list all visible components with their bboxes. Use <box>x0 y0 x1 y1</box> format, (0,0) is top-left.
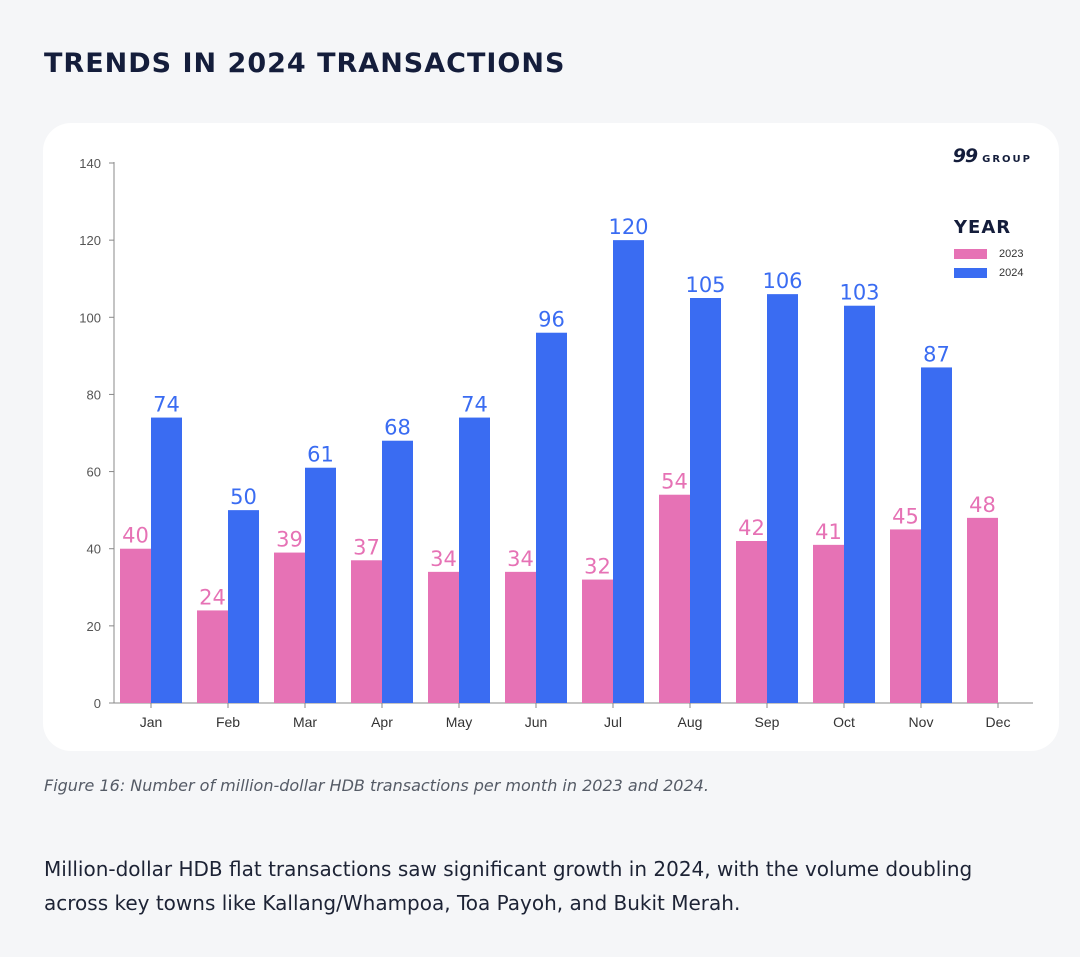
brand-number: 99 <box>952 145 978 167</box>
legend-label-2023: 2023 <box>999 247 1024 260</box>
bar-2024-jul <box>613 240 644 703</box>
data-label-2024: 105 <box>685 273 725 297</box>
data-label-2023: 45 <box>892 504 919 528</box>
bar-2024-sep <box>767 294 798 703</box>
bar-2024-aug <box>690 298 721 703</box>
y-tick-label: 120 <box>79 233 101 248</box>
y-tick-label: 140 <box>79 156 101 171</box>
bar-2023-apr <box>351 560 382 703</box>
data-label-2023: 37 <box>353 535 380 559</box>
data-label-2023: 48 <box>969 493 996 517</box>
bar-2023-sep <box>736 541 767 703</box>
legend-swatch-2023 <box>954 248 987 259</box>
data-label-2023: 40 <box>122 524 149 548</box>
chart-card: 0 20 40 60 80 100 120 140 Jan 40 74 Feb 24 50 Mar 39 61 A… <box>43 123 1059 751</box>
y-tick-label: 40 <box>87 542 101 557</box>
bar-2023-nov <box>890 529 921 703</box>
x-tick-label: Dec <box>986 714 1011 730</box>
x-tick-label: Nov <box>909 714 934 730</box>
chart-legend: YEAR 2023 2024 <box>954 217 1023 282</box>
bar-2023-dec <box>967 517 998 703</box>
body-paragraph: Million-dollar HDB flat transactions saw… <box>44 857 973 915</box>
legend-item-2024: 2024 <box>954 263 1023 282</box>
bar-2024-may <box>459 417 490 703</box>
data-label-2023: 32 <box>584 555 611 579</box>
bar-2024-mar <box>305 467 336 703</box>
y-tick-label: 100 <box>79 310 101 325</box>
data-label-2024: 74 <box>461 393 488 417</box>
data-label-2023: 34 <box>430 547 457 571</box>
y-tick-label: 80 <box>87 387 101 402</box>
data-label-2024: 96 <box>538 308 565 332</box>
x-tick-label: May <box>446 714 472 730</box>
bar-2024-nov <box>921 367 952 703</box>
data-label-2024: 87 <box>923 342 950 366</box>
y-tick-label: 20 <box>87 619 101 634</box>
x-tick-label: Jun <box>525 714 548 730</box>
x-tick-label: Mar <box>293 714 317 730</box>
data-label-2023: 39 <box>276 528 303 552</box>
bar-2024-apr <box>382 440 413 703</box>
bar-2023-may <box>428 571 459 703</box>
legend-label-2024: 2024 <box>999 266 1024 279</box>
data-label-2024: 103 <box>839 281 879 305</box>
bar-2023-jul <box>582 579 613 703</box>
x-tick-label: Sep <box>755 714 780 730</box>
brand-word: GROUP <box>982 154 1032 165</box>
x-tick-label: Feb <box>216 714 240 730</box>
data-label-2023: 24 <box>199 585 226 609</box>
data-label-2023: 54 <box>661 470 688 494</box>
bar-2023-oct <box>813 544 844 703</box>
bar-2023-jun <box>505 571 536 703</box>
data-label-2024: 120 <box>608 215 648 239</box>
x-tick-label: Aug <box>678 714 703 730</box>
data-label-2024: 106 <box>762 269 802 293</box>
data-label-2023: 34 <box>507 547 534 571</box>
data-label-2024: 68 <box>384 416 411 440</box>
legend-title: YEAR <box>954 217 1012 238</box>
x-tick-label: Jan <box>140 714 163 730</box>
x-tick-label: Apr <box>371 714 393 730</box>
data-label-2024: 61 <box>307 443 334 467</box>
legend-swatch-2024 <box>954 267 987 278</box>
data-label-2024: 50 <box>230 485 257 509</box>
data-label-2024: 74 <box>153 393 180 417</box>
x-tick-label: Jul <box>604 714 622 730</box>
bar-2023-feb <box>197 610 228 703</box>
x-tick-label: Oct <box>833 714 855 730</box>
figure-caption: Figure 16: Number of million-dollar HDB … <box>44 776 709 795</box>
bar-2024-feb <box>228 510 259 703</box>
bar-2024-jan <box>151 417 182 703</box>
page-heading: TRENDS IN 2024 TRANSACTIONS <box>44 48 566 79</box>
data-label-2023: 41 <box>815 520 842 544</box>
y-tick-label: 60 <box>87 465 101 480</box>
bar-chart: 0 20 40 60 80 100 120 140 Jan 40 74 Feb 24 50 Mar 39 61 A… <box>79 156 1033 730</box>
bar-2023-mar <box>274 552 305 703</box>
data-label-2023: 42 <box>738 516 765 540</box>
legend-item-2023: 2023 <box>954 244 1023 263</box>
brand-logo: 99 GROUP <box>953 145 1032 167</box>
bar-2023-jan <box>120 548 151 703</box>
bar-2023-aug <box>659 494 690 703</box>
bar-2024-oct <box>844 305 875 703</box>
y-tick-label: 0 <box>94 696 101 711</box>
bar-2024-jun <box>536 332 567 703</box>
